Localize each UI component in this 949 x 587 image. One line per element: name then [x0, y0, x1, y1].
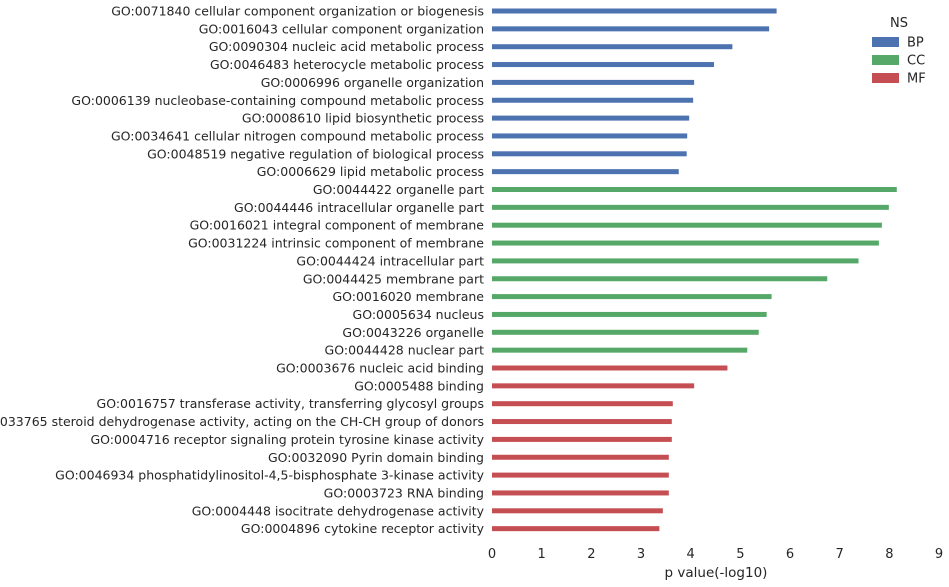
- bar-bp: [492, 8, 777, 14]
- x-tick-label: 0: [488, 547, 496, 562]
- category-label: GO:0046934 phosphatidylinositol-4,5-bisp…: [55, 468, 484, 483]
- bar-cc: [492, 204, 889, 210]
- category-label: GO:0004448 isocitrate dehydrogenase acti…: [192, 503, 485, 518]
- bar-bp: [492, 26, 770, 32]
- category-label: GO:0006139 nucleobase-containing compoun…: [71, 93, 484, 108]
- x-tick-label: 1: [538, 547, 546, 562]
- category-label: GO:0005634 nucleus: [353, 307, 484, 322]
- category-label: GO:0071840 cellular component organizati…: [111, 4, 484, 19]
- legend-swatch-cc: [872, 55, 899, 65]
- bar-cc: [492, 187, 897, 192]
- x-axis-label: p value(-log10): [665, 565, 768, 581]
- category-label: GO:0032090 Pyrin domain binding: [268, 450, 484, 465]
- bar-cc: [492, 276, 828, 282]
- category-label: GO:0004716 receptor signaling protein ty…: [91, 432, 485, 447]
- bar-cc: [492, 240, 879, 246]
- legend-swatch-bp: [872, 37, 899, 47]
- bar-bp: [492, 169, 679, 175]
- legend-label-bp: BP: [907, 36, 924, 51]
- legend-swatch-mf: [872, 73, 899, 83]
- bar-mf: [492, 401, 673, 407]
- category-label: GO:0016021 integral component of membran…: [190, 218, 485, 233]
- x-axis-ticks: 0 1 2 3 4 5 6 7 8 9: [488, 547, 943, 562]
- category-label: GO:0016020 membrane: [332, 289, 484, 304]
- category-label: GO:0016757 transferase activity, transfe…: [97, 396, 484, 411]
- category-label: GO:0044424 intracellular part: [296, 253, 484, 268]
- bar-mf: [492, 454, 669, 460]
- x-tick-label: 7: [836, 547, 844, 562]
- bar-mf: [492, 490, 669, 496]
- bar-cc: [492, 258, 859, 264]
- category-label: GO:0043226 organelle: [342, 325, 484, 340]
- bar-mf: [492, 472, 669, 478]
- category-label: GO:0005488 binding: [354, 378, 484, 393]
- x-tick-label: 8: [885, 547, 893, 562]
- x-tick-label: 2: [587, 547, 595, 562]
- bar-mf: [492, 436, 672, 442]
- bar-bp: [492, 133, 688, 139]
- bar-bp: [492, 151, 687, 157]
- category-label: GO:0004896 cytokine receptor activity: [241, 521, 485, 536]
- legend-title: NS: [890, 16, 908, 31]
- bar-mf: [492, 365, 728, 371]
- category-label: GO:0046483 heterocycle metabolic process: [210, 57, 484, 72]
- category-label: GO:0044425 membrane part: [303, 271, 484, 286]
- category-label: GO:0033765 steroid dehydrogenase activit…: [0, 414, 484, 429]
- bar-cc: [492, 329, 759, 335]
- bar-cc: [492, 347, 748, 353]
- category-label: GO:0044428 nuclear part: [325, 343, 485, 358]
- legend-entries: BP CC MF: [872, 36, 926, 87]
- bar-mf: [492, 526, 660, 532]
- legend-label-cc: CC: [907, 54, 925, 69]
- bar-bp: [492, 44, 733, 50]
- category-label: GO:0048519 negative regulation of biolog…: [147, 146, 484, 161]
- bar-cc: [492, 294, 772, 300]
- category-label: GO:0008610 lipid biosynthetic process: [242, 111, 484, 126]
- bar-cc: [492, 222, 882, 228]
- bar-mf: [492, 419, 672, 425]
- bar-bp: [492, 62, 715, 68]
- category-label: GO:0003676 nucleic acid binding: [276, 361, 484, 376]
- x-tick-label: 9: [935, 547, 943, 562]
- bar-mf: [492, 383, 695, 389]
- category-label: GO:0031224 intrinsic component of membra…: [188, 236, 484, 251]
- x-tick-label: 6: [786, 547, 794, 562]
- x-tick-label: 4: [687, 547, 695, 562]
- category-label: GO:0044446 intracellular organelle part: [234, 200, 484, 215]
- bars-layer: [492, 8, 897, 532]
- legend: NS BP CC MF: [872, 16, 926, 87]
- category-label: GO:0016043 cellular component organizati…: [199, 21, 484, 36]
- bar-bp: [492, 79, 695, 85]
- category-label: GO:0044422 organelle part: [313, 182, 484, 197]
- category-label: GO:0006629 lipid metabolic process: [257, 164, 484, 179]
- bar-mf: [492, 508, 663, 514]
- bar-bp: [492, 97, 694, 103]
- x-tick-label: 3: [637, 547, 645, 562]
- bar-bp: [492, 115, 690, 121]
- category-labels: GO:0071840 cellular component organizati…: [0, 4, 485, 537]
- category-label: GO:0003723 RNA binding: [324, 485, 484, 500]
- x-tick-label: 5: [736, 547, 744, 562]
- category-label: GO:0034641 cellular nitrogen compound me…: [111, 128, 484, 143]
- category-label: GO:0006996 organelle organization: [261, 75, 484, 90]
- legend-label-mf: MF: [907, 72, 926, 87]
- category-label: GO:0090304 nucleic acid metabolic proces…: [209, 39, 484, 54]
- bar-cc: [492, 311, 767, 317]
